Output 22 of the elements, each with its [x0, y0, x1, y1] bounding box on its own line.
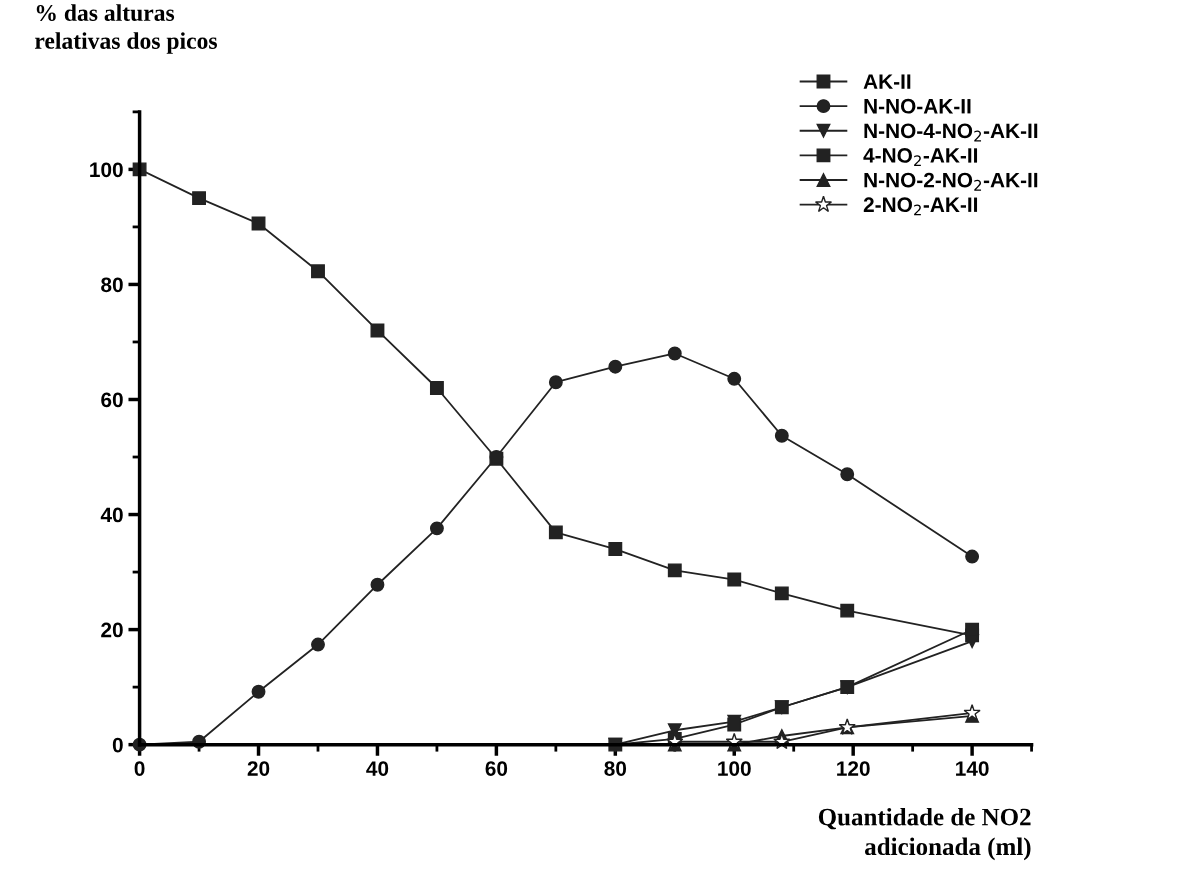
- y-tick-label: 40: [100, 507, 123, 523]
- x-tick-label: 120: [837, 761, 870, 776]
- y-tick-label: 0: [112, 737, 123, 753]
- y-tick-label: 60: [101, 392, 123, 408]
- x-tick-label: 60: [485, 761, 508, 776]
- x-tick-label: 100: [718, 761, 751, 776]
- y-tick-label: 100: [90, 162, 123, 178]
- legend-label: N-NO-2-NO$_{2}$-AK-II: [864, 172, 1038, 191]
- x-tick-label: 20: [247, 761, 270, 776]
- x-tick-label: 40: [366, 761, 389, 776]
- legend-label: N-NO-AK-II: [864, 98, 971, 114]
- y-tick-label: 20: [101, 622, 123, 638]
- legend-label: 2-NO$_{2}$-AK-II: [863, 197, 978, 216]
- y-tick-label: 80: [101, 277, 123, 293]
- x-tick-label: 0: [134, 761, 145, 776]
- y-axis-title: % das alturas relativas dos picos: [34, 4, 217, 54]
- legend-label: AK-II: [863, 74, 911, 89]
- x-axis-title: Quantidade de NO2 adicionada (ml): [818, 807, 1031, 861]
- legend-label: N-NO-4-NO$_{2}$-AK-II: [864, 123, 1038, 142]
- legend-label: 4-NO$_{2}$-AK-II: [863, 148, 978, 167]
- x-tick-label: 80: [604, 761, 627, 776]
- x-tick-label: 140: [956, 761, 989, 776]
